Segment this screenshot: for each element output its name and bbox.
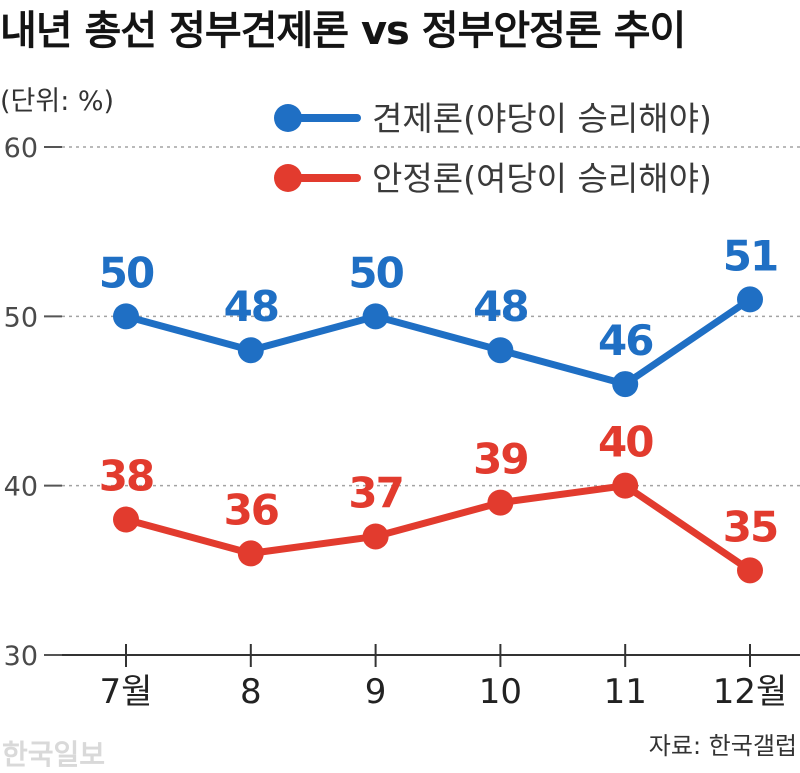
oversight-data-label: 51 — [723, 231, 777, 280]
legend-label: 견제론(야당이 승리해야) — [372, 99, 712, 138]
stability-series-line — [122, 482, 754, 574]
x-tick-label: 11 — [604, 672, 647, 712]
stability-data-label: 36 — [224, 485, 278, 534]
stability-data-point — [113, 506, 139, 533]
oversight-data-label: 48 — [473, 282, 527, 331]
plot-area: 30 40 50 60 7월 8 9 10 11 12월 50 48 50 48 46 51 38 36 37 39 4… — [4, 133, 800, 712]
x-tick-label: 9 — [365, 672, 387, 712]
x-tick-label: 12월 — [713, 672, 788, 712]
legend: 견제론(야당이 승리해야) 안정론(여당이 승리해야) — [274, 99, 712, 198]
legend-label: 안정론(여당이 승리해야) — [372, 159, 712, 198]
unit-label: (단위: %) — [0, 86, 114, 117]
stability-data-label: 35 — [723, 502, 777, 551]
oversight-data-point — [237, 337, 264, 364]
oversight-data-label: 50 — [348, 248, 403, 297]
y-tick-label: 60 — [4, 133, 38, 164]
y-tick-label: 40 — [4, 472, 38, 503]
stability-data-label: 38 — [99, 452, 153, 501]
stability-data-point — [737, 557, 763, 584]
stability-data-label: 39 — [473, 435, 527, 484]
oversight-data-point — [612, 371, 639, 398]
oversight-data-label: 48 — [224, 282, 278, 331]
oversight-data-point — [737, 286, 763, 313]
legend-item-oversight: 견제론(야당이 승리해야) — [274, 99, 712, 138]
oversight-data-label: 50 — [99, 248, 154, 297]
legend-swatch-dot — [274, 164, 302, 192]
stability-data-label: 40 — [598, 418, 653, 467]
stability-data-label: 37 — [348, 468, 402, 517]
y-tick-label: 30 — [4, 641, 38, 672]
chart-title: 내년 총선 정부견제론 vs 정부안정론 추이 — [0, 8, 685, 54]
legend-item-stability: 안정론(여당이 승리해야) — [274, 159, 712, 198]
oversight-data-point — [362, 303, 389, 330]
watermark-logo: 한국일보 — [2, 738, 105, 771]
x-tick-label: 7월 — [100, 672, 153, 712]
stability-data-point — [612, 472, 639, 499]
legend-swatch-dot — [274, 104, 302, 132]
y-tick-label: 50 — [4, 302, 38, 333]
x-tick-label: 8 — [240, 672, 262, 712]
oversight-data-label: 46 — [598, 316, 652, 365]
stability-data-point — [487, 489, 514, 516]
x-tick-label: 10 — [479, 672, 522, 712]
oversight-series-line — [122, 295, 754, 388]
oversight-data-point — [487, 337, 514, 364]
source-note: 자료: 한국갤럽 — [649, 732, 797, 760]
stability-data-point — [237, 540, 264, 567]
oversight-data-point — [113, 303, 139, 330]
stability-data-point — [362, 523, 389, 550]
